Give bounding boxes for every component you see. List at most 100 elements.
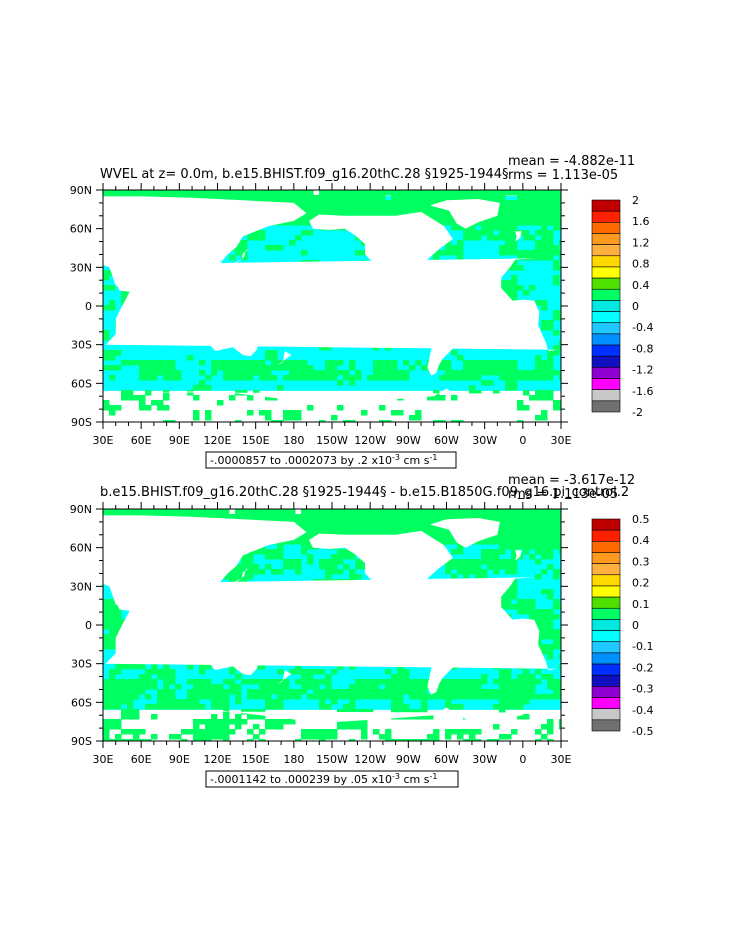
field-cell xyxy=(103,689,110,695)
field-cell xyxy=(511,579,518,585)
field-cell xyxy=(559,310,561,316)
field-cell xyxy=(115,734,122,740)
field-cell xyxy=(421,699,428,705)
field-cell xyxy=(505,285,512,291)
field-cell xyxy=(127,694,134,700)
field-cell xyxy=(331,514,338,520)
field-cell xyxy=(445,734,452,740)
field-cell xyxy=(193,734,200,740)
field-cell xyxy=(241,564,248,570)
field-cell xyxy=(223,704,230,710)
field-cell xyxy=(553,195,560,201)
field-cell xyxy=(493,220,500,226)
field-cell xyxy=(523,694,530,700)
field-cell xyxy=(289,220,296,226)
field-cell xyxy=(193,415,200,421)
field-cell xyxy=(511,380,518,386)
field-cell xyxy=(115,350,122,356)
field-cell xyxy=(109,724,116,730)
field-cell xyxy=(463,509,470,515)
field-cell xyxy=(271,514,278,520)
field-cell xyxy=(451,245,458,251)
field-cell xyxy=(439,689,446,695)
field-cell xyxy=(541,230,548,236)
field-cell xyxy=(229,664,236,670)
field-cell xyxy=(205,195,212,201)
field-cell xyxy=(211,514,218,520)
field-cell xyxy=(373,679,380,685)
field-cell xyxy=(277,554,284,560)
field-cell xyxy=(439,509,446,515)
field-cell xyxy=(313,514,320,520)
field-cell xyxy=(385,734,392,740)
field-cell xyxy=(457,679,464,685)
field-cell xyxy=(313,375,320,381)
field-cell xyxy=(559,524,561,530)
field-cell xyxy=(535,250,542,256)
field-cell xyxy=(205,684,212,690)
field-cell xyxy=(517,255,524,261)
field-cell xyxy=(319,559,326,565)
land-mass xyxy=(141,707,523,741)
field-cell xyxy=(553,220,560,226)
field-cell xyxy=(547,729,554,735)
field-cell xyxy=(505,534,512,540)
field-cell xyxy=(559,529,561,535)
field-cell xyxy=(349,509,356,515)
field-cell xyxy=(439,514,446,520)
field-cell xyxy=(271,679,278,685)
field-cell xyxy=(499,694,506,700)
field-cell xyxy=(277,360,284,366)
field-cell xyxy=(547,609,554,615)
field-cell xyxy=(493,704,500,710)
field-cell xyxy=(121,290,128,296)
field-cell xyxy=(481,549,488,555)
field-cell xyxy=(247,679,254,685)
field-cell xyxy=(115,684,122,690)
field-cell xyxy=(529,205,536,211)
field-cell xyxy=(133,739,140,741)
field-cell xyxy=(547,375,554,381)
field-cell xyxy=(283,195,290,201)
field-cell xyxy=(265,719,272,725)
field-cell xyxy=(541,539,548,545)
field-cell xyxy=(475,564,482,570)
field-cell xyxy=(523,230,530,236)
map-axes: 30E 60E 90E 120E 150E 180 150W 120W 90W 60W 30W 0 30… xyxy=(70,183,572,447)
field-cell xyxy=(463,574,470,580)
field-cell xyxy=(517,544,524,550)
field-cell xyxy=(109,355,116,361)
field-cell xyxy=(259,664,266,670)
field-cell xyxy=(547,514,554,520)
field-cell xyxy=(475,679,482,685)
field-cell xyxy=(553,330,560,336)
field-cell xyxy=(217,724,224,730)
field-cell xyxy=(391,360,398,366)
x-tick-label: 150W xyxy=(316,434,348,447)
field-cell xyxy=(145,694,152,700)
field-cell xyxy=(529,509,536,515)
field-cell xyxy=(145,405,152,411)
field-cell xyxy=(307,509,314,515)
colorbar-label: -0.5 xyxy=(632,725,653,738)
field-cell xyxy=(391,684,398,690)
field-cell xyxy=(301,250,308,256)
field-cell xyxy=(283,694,290,700)
field-cell xyxy=(253,509,260,515)
field-cell xyxy=(235,724,242,730)
field-cell xyxy=(529,519,536,525)
field-cell xyxy=(499,195,506,201)
field-cell xyxy=(211,704,218,710)
field-cell xyxy=(511,290,518,296)
field-cell xyxy=(151,669,158,675)
colorbar-swatch xyxy=(591,322,621,335)
field-cell xyxy=(145,674,152,680)
field-cell xyxy=(409,689,416,695)
field-cell xyxy=(145,370,152,376)
field-cell xyxy=(379,190,386,196)
field-cell xyxy=(535,205,542,211)
field-cell xyxy=(547,684,554,690)
field-cell xyxy=(307,674,314,680)
field-cell xyxy=(109,509,116,515)
field-cell xyxy=(391,699,398,705)
